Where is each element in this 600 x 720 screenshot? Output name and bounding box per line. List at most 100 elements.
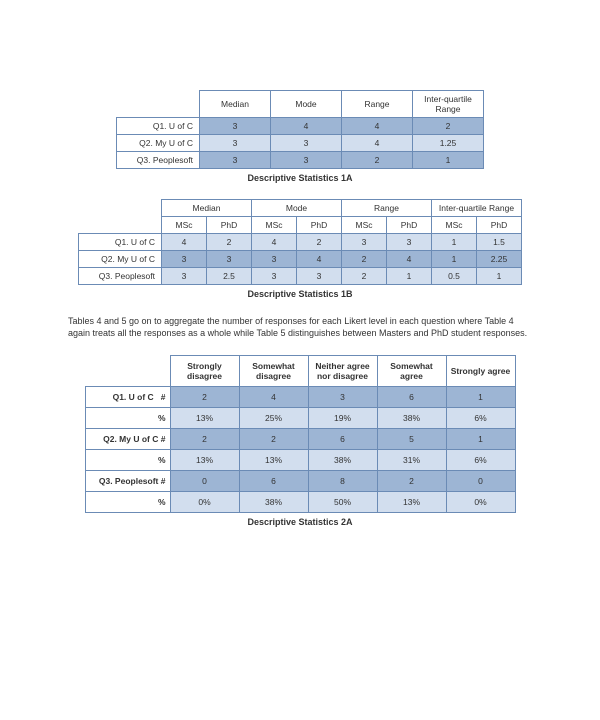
caption-1b: Descriptive Statistics 1B (68, 289, 532, 299)
cell: 2 (342, 268, 387, 285)
cell: 50% (308, 492, 377, 513)
row-sub: % (85, 492, 170, 513)
cell: 4 (271, 118, 342, 135)
cell: 2.5 (207, 268, 252, 285)
cell: 2 (413, 118, 484, 135)
sub-header: MSc (162, 217, 207, 234)
cell: 1 (446, 429, 515, 450)
col-header: Mode (271, 91, 342, 118)
group-header: Mode (252, 200, 342, 217)
cell: 19% (308, 408, 377, 429)
cell: 5 (377, 429, 446, 450)
cell: 3 (200, 152, 271, 169)
group-header: Range (342, 200, 432, 217)
cell: 3 (252, 251, 297, 268)
cell: 0 (170, 471, 239, 492)
cell: 4 (162, 234, 207, 251)
cell: 4 (297, 251, 342, 268)
cell: 0% (446, 492, 515, 513)
cell: 3 (200, 135, 271, 152)
sub-header: MSc (342, 217, 387, 234)
cell: 3 (342, 234, 387, 251)
cell: 3 (271, 135, 342, 152)
cell: 13% (239, 450, 308, 471)
cell: 6 (308, 429, 377, 450)
table-1b: Median Mode Range Inter-quartile Range M… (78, 199, 522, 285)
row-label: Q3. Peoplesoft # (85, 471, 170, 492)
cell: 4 (342, 118, 413, 135)
cell: 1 (477, 268, 522, 285)
cell: 3 (297, 268, 342, 285)
cell: 3 (308, 387, 377, 408)
cell: 25% (239, 408, 308, 429)
cell: 1.25 (413, 135, 484, 152)
sub-header: PhD (207, 217, 252, 234)
sub-header: MSc (252, 217, 297, 234)
cell: 31% (377, 450, 446, 471)
cell: 1 (387, 268, 432, 285)
row-label: Q1. U of C # (85, 387, 170, 408)
cell: 1 (413, 152, 484, 169)
cell: 2 (342, 152, 413, 169)
cell: 3 (162, 251, 207, 268)
cell: 2 (239, 429, 308, 450)
cell: 4 (239, 387, 308, 408)
cell: 4 (252, 234, 297, 251)
col-header: Strongly agree (446, 356, 515, 387)
col-header: Somewhat disagree (239, 356, 308, 387)
cell: 4 (387, 251, 432, 268)
cell: 6% (446, 408, 515, 429)
cell: 2.25 (477, 251, 522, 268)
cell: 2 (170, 429, 239, 450)
caption-1a: Descriptive Statistics 1A (68, 173, 532, 183)
table-2a: Strongly disagree Somewhat disagree Neit… (85, 355, 516, 513)
col-header: Range (342, 91, 413, 118)
cell: 13% (170, 450, 239, 471)
sub-header: MSc (432, 217, 477, 234)
group-header: Median (162, 200, 252, 217)
cell: 8 (308, 471, 377, 492)
cell: 2 (170, 387, 239, 408)
cell: 3 (162, 268, 207, 285)
cell: 1 (432, 234, 477, 251)
caption-2a: Descriptive Statistics 2A (68, 517, 532, 527)
sub-header: PhD (477, 217, 522, 234)
cell: 13% (377, 492, 446, 513)
group-header: Inter-quartile Range (432, 200, 522, 217)
cell: 0.5 (432, 268, 477, 285)
cell: 0 (446, 471, 515, 492)
cell: 3 (207, 251, 252, 268)
row-label: Q1. U of C (79, 234, 162, 251)
cell: 38% (239, 492, 308, 513)
cell: 3 (200, 118, 271, 135)
cell: 1 (446, 387, 515, 408)
paragraph: Tables 4 and 5 go on to aggregate the nu… (68, 315, 532, 339)
sub-header: PhD (297, 217, 342, 234)
cell: 38% (308, 450, 377, 471)
cell: 13% (170, 408, 239, 429)
cell: 2 (342, 251, 387, 268)
col-header: Inter-quartile Range (413, 91, 484, 118)
row-label: Q1. U of C (117, 118, 200, 135)
cell: 2 (377, 471, 446, 492)
row-sub: % (85, 408, 170, 429)
cell: 4 (342, 135, 413, 152)
row-label: Q3. Peoplesoft (117, 152, 200, 169)
col-header: Median (200, 91, 271, 118)
cell: 38% (377, 408, 446, 429)
cell: 2 (207, 234, 252, 251)
row-label: Q3. Peoplesoft (79, 268, 162, 285)
row-label: Q2. My U of C # (85, 429, 170, 450)
cell: 6 (239, 471, 308, 492)
row-label: Q2. My U of C (117, 135, 200, 152)
cell: 3 (252, 268, 297, 285)
table-1a: Median Mode Range Inter-quartile Range Q… (116, 90, 484, 169)
cell: 1.5 (477, 234, 522, 251)
cell: 3 (271, 152, 342, 169)
cell: 1 (432, 251, 477, 268)
sub-header: PhD (387, 217, 432, 234)
col-header: Strongly disagree (170, 356, 239, 387)
row-sub: % (85, 450, 170, 471)
col-header: Somewhat agree (377, 356, 446, 387)
cell: 6 (377, 387, 446, 408)
